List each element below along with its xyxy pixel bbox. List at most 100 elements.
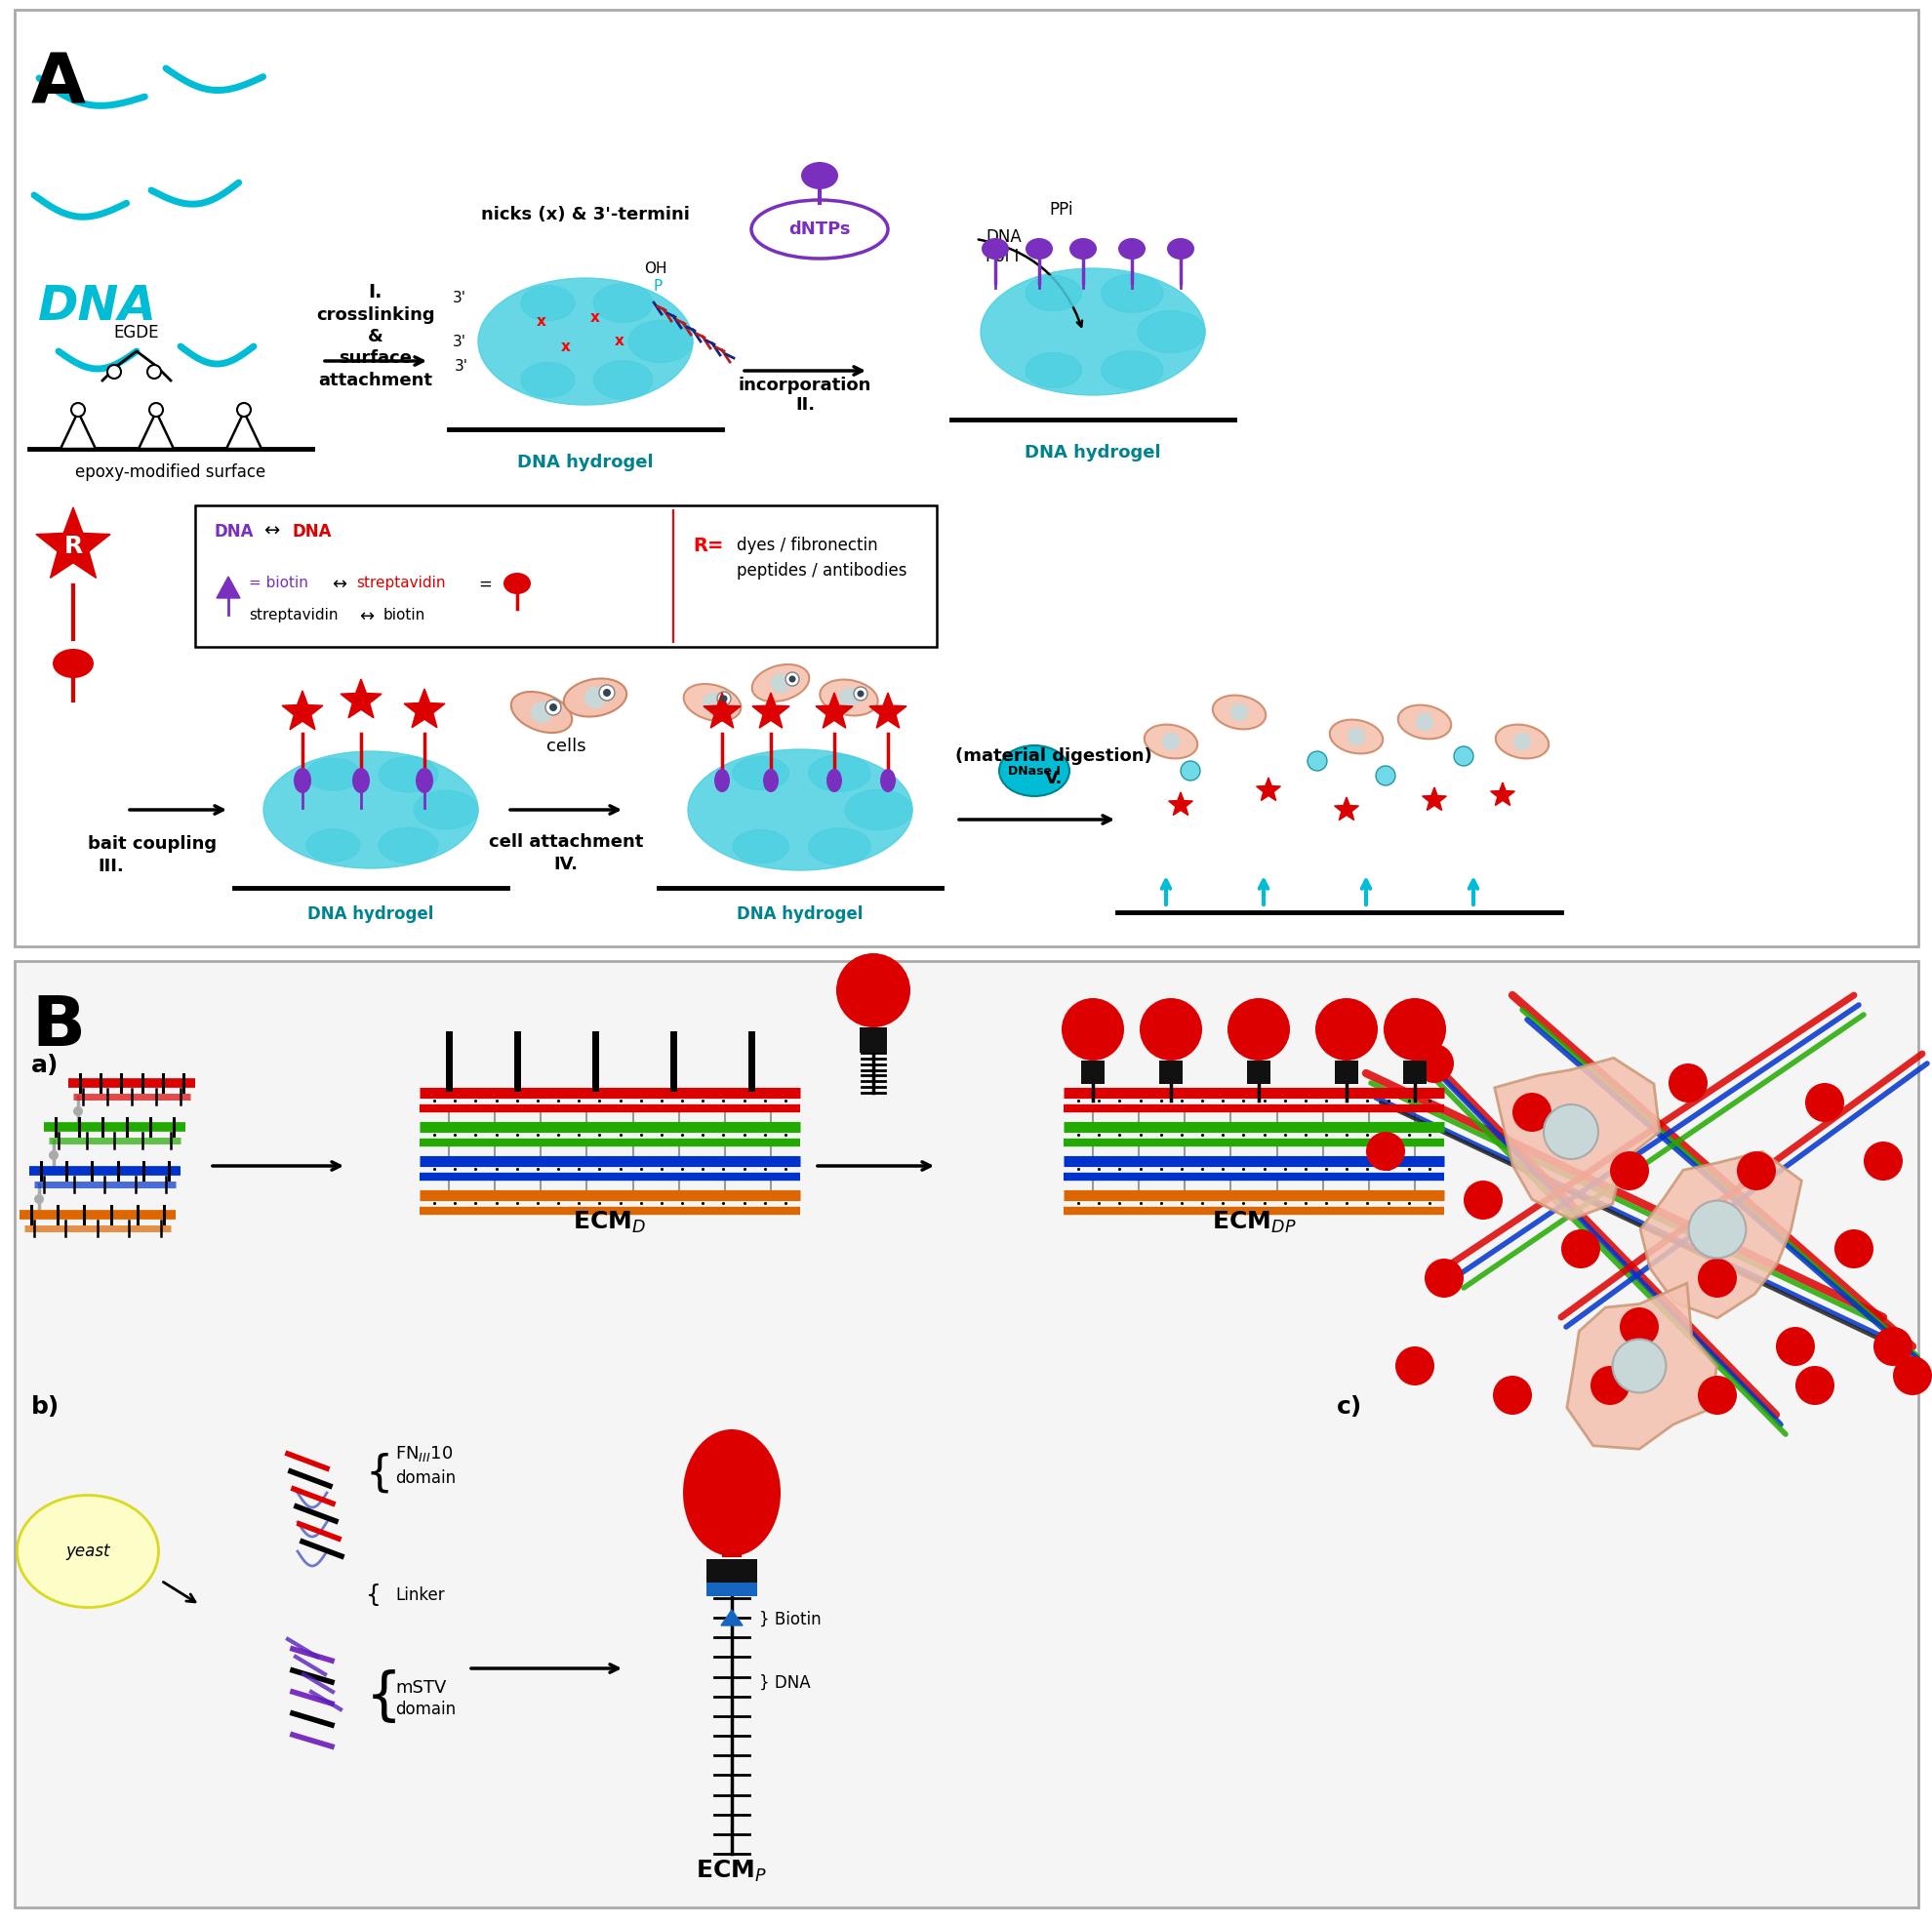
Text: DNase I: DNase I	[1007, 764, 1061, 778]
Text: Linker: Linker	[394, 1586, 444, 1604]
Polygon shape	[60, 412, 95, 449]
Circle shape	[854, 687, 867, 701]
Text: OH: OH	[643, 262, 667, 275]
Text: V.: V.	[1045, 770, 1063, 787]
Circle shape	[238, 402, 251, 416]
Circle shape	[1619, 1307, 1658, 1346]
Ellipse shape	[819, 680, 877, 716]
Circle shape	[1511, 1093, 1551, 1132]
Circle shape	[108, 366, 122, 379]
Circle shape	[1696, 1376, 1737, 1415]
Polygon shape	[139, 412, 174, 449]
Circle shape	[1463, 1180, 1501, 1220]
Text: domain: domain	[394, 1700, 456, 1719]
Circle shape	[1424, 1259, 1463, 1297]
Text: {: {	[365, 1669, 402, 1725]
Circle shape	[1696, 1259, 1737, 1297]
Ellipse shape	[294, 768, 311, 793]
Circle shape	[1795, 1367, 1833, 1405]
Ellipse shape	[628, 321, 692, 362]
Circle shape	[1383, 997, 1445, 1061]
Ellipse shape	[379, 757, 439, 791]
Ellipse shape	[981, 239, 1009, 260]
Circle shape	[1689, 1201, 1745, 1259]
Circle shape	[1609, 1151, 1648, 1190]
Circle shape	[71, 402, 85, 416]
Text: DNA hydrogel: DNA hydrogel	[1024, 445, 1161, 462]
Bar	[15, 10, 1917, 947]
Circle shape	[1376, 766, 1395, 785]
Text: IV.: IV.	[553, 857, 578, 874]
Text: } DNA: } DNA	[759, 1675, 810, 1692]
Ellipse shape	[263, 751, 477, 868]
Text: 3': 3'	[454, 360, 468, 373]
Ellipse shape	[808, 755, 869, 791]
Polygon shape	[869, 693, 906, 728]
Text: DNA: DNA	[39, 283, 156, 329]
Text: DNA: DNA	[985, 229, 1020, 246]
Circle shape	[549, 703, 556, 710]
Polygon shape	[282, 691, 323, 730]
Polygon shape	[1256, 778, 1279, 801]
Ellipse shape	[732, 830, 788, 862]
Polygon shape	[1567, 1284, 1716, 1450]
Circle shape	[1611, 1340, 1665, 1392]
Ellipse shape	[307, 830, 359, 860]
Circle shape	[1180, 760, 1200, 780]
Text: } Biotin: } Biotin	[759, 1611, 821, 1629]
Ellipse shape	[564, 678, 626, 716]
Bar	[1159, 1061, 1182, 1084]
Circle shape	[1776, 1326, 1814, 1367]
Polygon shape	[226, 412, 261, 449]
Polygon shape	[1169, 793, 1192, 814]
Text: I.: I.	[369, 283, 383, 302]
Text: DNA hydrogel: DNA hydrogel	[518, 454, 653, 472]
Circle shape	[603, 689, 611, 697]
Polygon shape	[404, 689, 444, 728]
Ellipse shape	[307, 758, 359, 791]
Bar	[1246, 1061, 1269, 1084]
Text: x: x	[589, 310, 599, 325]
Ellipse shape	[684, 683, 740, 722]
Circle shape	[1140, 997, 1202, 1061]
Circle shape	[784, 672, 798, 685]
Text: crosslinking: crosslinking	[317, 306, 435, 323]
Text: cell attachment: cell attachment	[489, 834, 643, 851]
Ellipse shape	[593, 283, 653, 321]
Ellipse shape	[1495, 724, 1548, 758]
Ellipse shape	[827, 768, 842, 793]
Text: II.: II.	[794, 397, 815, 414]
Circle shape	[1590, 1367, 1629, 1405]
Text: a): a)	[31, 1053, 58, 1078]
Ellipse shape	[502, 574, 531, 595]
Circle shape	[1366, 1132, 1405, 1170]
Text: ECM$_{DP}$: ECM$_{DP}$	[1211, 1209, 1296, 1236]
Ellipse shape	[752, 200, 887, 258]
Text: Pol I: Pol I	[985, 248, 1018, 266]
Circle shape	[149, 402, 162, 416]
Ellipse shape	[415, 768, 433, 793]
Text: {: {	[365, 1451, 394, 1494]
Polygon shape	[752, 693, 788, 728]
Ellipse shape	[844, 789, 912, 830]
Polygon shape	[1333, 797, 1358, 820]
Circle shape	[1804, 1084, 1843, 1122]
Text: 3': 3'	[452, 335, 466, 348]
Circle shape	[73, 1107, 83, 1116]
Circle shape	[1347, 728, 1364, 745]
Circle shape	[1314, 997, 1378, 1061]
Ellipse shape	[1329, 720, 1381, 753]
Circle shape	[48, 1151, 58, 1161]
Text: DNA: DNA	[292, 524, 332, 541]
Ellipse shape	[1211, 695, 1265, 730]
Circle shape	[1161, 733, 1179, 751]
Text: PPi: PPi	[1049, 200, 1072, 219]
Text: &: &	[367, 327, 383, 345]
Text: domain: domain	[394, 1469, 456, 1486]
Circle shape	[545, 699, 560, 716]
Text: R: R	[64, 535, 83, 558]
Text: x: x	[537, 314, 547, 329]
Text: B: B	[31, 993, 85, 1061]
Ellipse shape	[688, 749, 912, 870]
Text: R=: R=	[692, 537, 723, 554]
